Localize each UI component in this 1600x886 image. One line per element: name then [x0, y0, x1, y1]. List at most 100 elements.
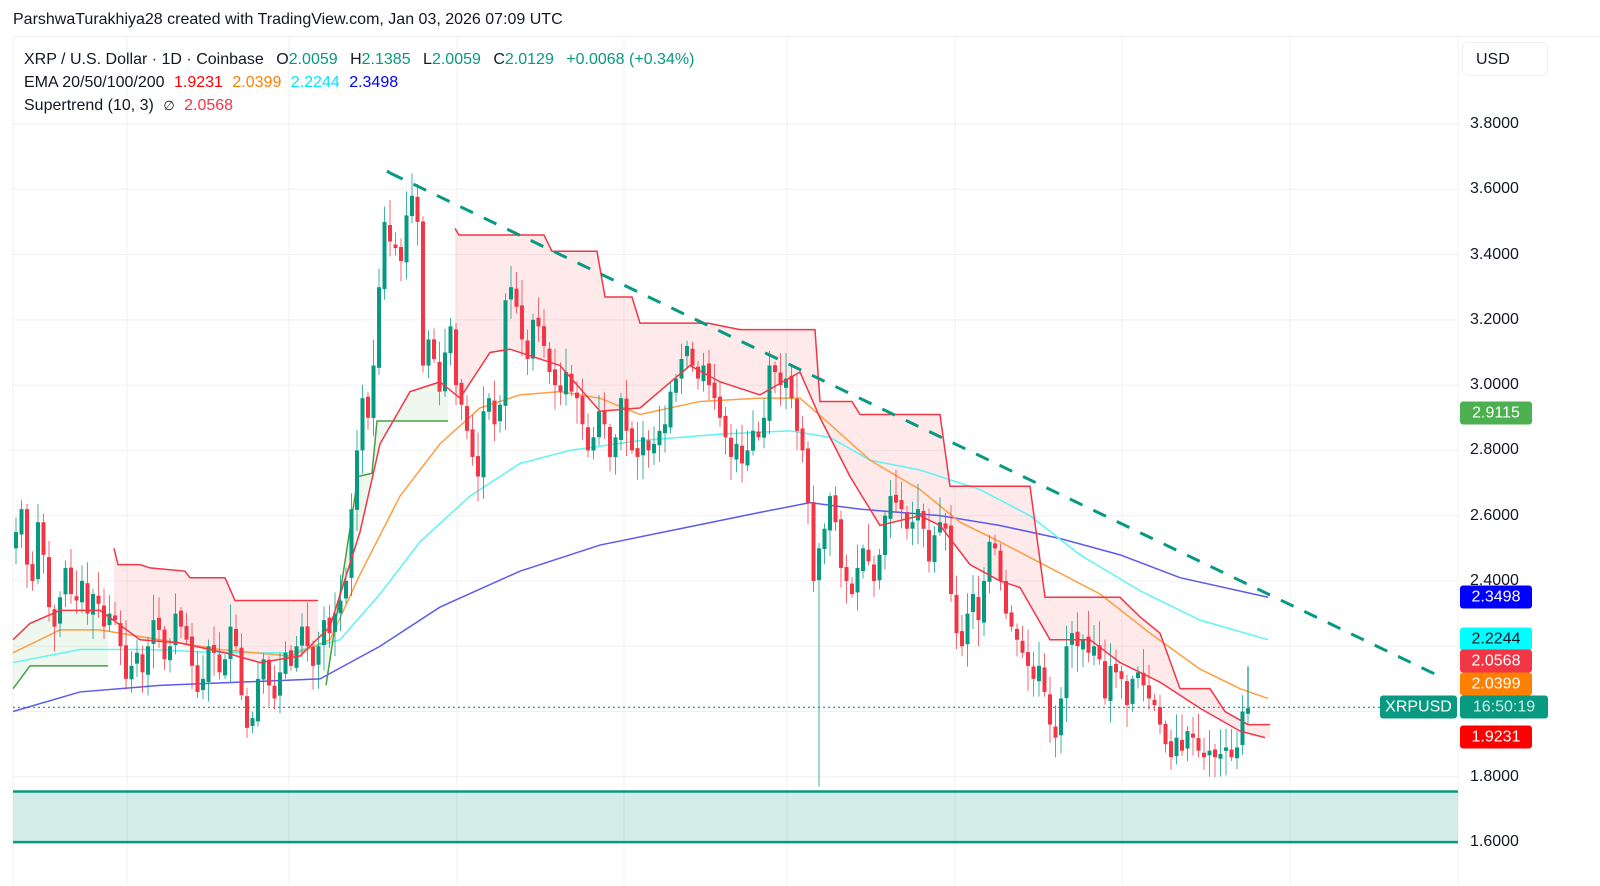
candle-body: [1064, 646, 1069, 698]
candle-body: [107, 613, 112, 625]
candle-body: [74, 596, 79, 601]
candle-body: [19, 509, 24, 535]
candle-body: [1004, 581, 1008, 614]
candle-body: [300, 626, 304, 646]
chart-credit: ParshwaTurakhiya28 created with TradingV…: [13, 11, 563, 28]
price-tick-label: 3.2000: [1470, 310, 1519, 328]
candle-body: [624, 398, 629, 431]
candle-body: [1037, 665, 1041, 682]
candle-body: [162, 629, 167, 660]
candle-body: [1108, 665, 1113, 701]
ema50-value: 2.0399: [232, 74, 282, 91]
candle-body: [822, 528, 827, 550]
candle-body: [1053, 726, 1058, 738]
candle-body: [503, 300, 508, 406]
price-tick-label: 1.8000: [1470, 767, 1519, 785]
price-tick-label: 2.6000: [1470, 506, 1519, 524]
descending-trendline: [389, 171, 1446, 681]
ema100-value: 2.2244: [290, 74, 340, 91]
candle-body: [1147, 685, 1151, 699]
candle-body: [1246, 708, 1250, 714]
candle-body: [1169, 741, 1173, 758]
candle-body: [91, 594, 95, 615]
candle-body: [1185, 731, 1190, 749]
candle-body: [833, 495, 838, 523]
candle-body: [525, 340, 530, 360]
candle-body: [316, 646, 321, 665]
candle-body: [239, 647, 244, 696]
supertrend-label[interactable]: Supertrend (10, 3): [24, 97, 154, 114]
supertrend-line: [113, 548, 318, 602]
candle-body: [993, 543, 997, 549]
supertrend-row: Supertrend (10, 3) ∅ 2.0568: [24, 94, 694, 117]
low-value: 2.0059: [431, 51, 481, 68]
candle-body: [520, 305, 524, 340]
candle-body: [124, 645, 128, 679]
candle-body: [839, 519, 843, 568]
candle-body: [146, 646, 150, 675]
currency-button[interactable]: USD: [1462, 42, 1548, 76]
candle-body: [459, 382, 464, 405]
candle-body: [729, 437, 733, 457]
candle-body: [641, 437, 645, 456]
candle-body: [415, 196, 420, 222]
candle-body: [371, 365, 376, 418]
candle-body: [14, 532, 18, 549]
ema100-price-tag: 2.2244: [1460, 627, 1532, 651]
candle-body: [630, 428, 634, 451]
ema-row: EMA 20/50/100/200 1.9231 2.0399 2.2244 2…: [24, 71, 694, 94]
candle-body: [388, 225, 392, 242]
candle-body: [938, 522, 942, 533]
candle-body: [47, 557, 51, 608]
open-value: 2.0059: [288, 51, 338, 68]
supertrend-value: 2.0568: [184, 97, 234, 114]
candle-body: [256, 678, 260, 722]
candle-body: [85, 583, 90, 614]
candle-body: [745, 450, 750, 466]
candle-body: [1026, 652, 1030, 666]
candle-body: [888, 496, 893, 519]
candle-body: [883, 515, 887, 556]
candle-body: [872, 564, 876, 581]
candle-body: [690, 348, 695, 366]
candle-body: [1141, 672, 1146, 686]
candle-body: [349, 509, 354, 578]
candle-body: [1235, 747, 1239, 759]
candle-body: [905, 512, 909, 529]
candle-body: [949, 525, 953, 595]
candle-body: [817, 548, 821, 581]
candle-body: [80, 580, 84, 603]
candle-body: [1158, 707, 1162, 725]
candle-body: [283, 652, 288, 674]
candle-body: [327, 617, 332, 634]
candle-body: [514, 288, 519, 307]
candle-body: [168, 646, 172, 661]
symbol-title[interactable]: XRP / U.S. Dollar · 1D · Coinbase: [24, 51, 264, 68]
support-zone: [13, 791, 1458, 843]
supertrend-price-tag: 2.0568: [1460, 649, 1532, 673]
candle-body: [943, 523, 948, 529]
candle-body: [272, 685, 277, 699]
candle-body: [976, 596, 981, 621]
candle-body: [866, 549, 871, 562]
candle-body: [206, 646, 211, 682]
candle-body: [696, 366, 700, 379]
ema50-price-tag: 2.0399: [1460, 672, 1532, 696]
ema-label[interactable]: EMA 20/50/100/200: [24, 74, 165, 91]
candle-body: [558, 385, 563, 392]
candle-body: [767, 365, 772, 421]
price-tick-label: 3.8000: [1470, 115, 1519, 132]
candle-body: [811, 502, 816, 581]
chart-legend: XRP / U.S. Dollar · 1D · Coinbase O2.005…: [24, 48, 694, 117]
candle-body: [1015, 628, 1019, 640]
candle-body: [795, 398, 799, 431]
candle-body: [305, 626, 310, 647]
candle-body: [828, 496, 832, 531]
candle-body: [470, 429, 475, 457]
candle-body: [1202, 752, 1206, 758]
close-value: 2.0129: [504, 51, 554, 68]
candle-body: [679, 359, 684, 379]
candle-body: [311, 646, 315, 666]
candle-body: [586, 427, 590, 451]
